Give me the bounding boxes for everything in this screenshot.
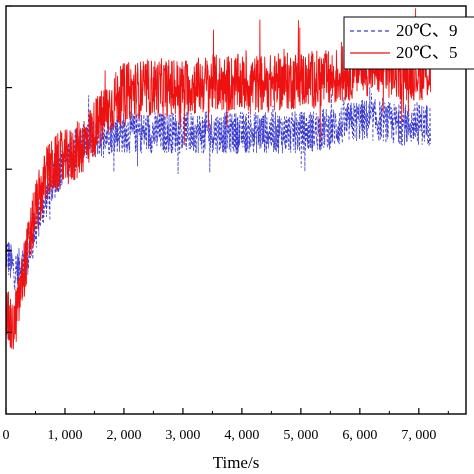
x-tick-label: 0	[3, 428, 10, 443]
x-tick-label: 4, 000	[224, 428, 259, 443]
x-tick-label: 3, 000	[165, 428, 200, 443]
legend-label: 20℃、5	[396, 43, 458, 62]
x-tick-label: 6, 000	[342, 428, 377, 443]
x-tick-label: 1, 000	[47, 428, 82, 443]
legend-label: 20℃、9	[396, 21, 458, 40]
x-tick-label: 7, 000	[401, 428, 436, 443]
legend-box	[343, 16, 474, 70]
x-tick-label: 2, 000	[106, 428, 141, 443]
x-axis-title: Time/s	[213, 453, 260, 472]
x-axis-ticks: 0 1, 000 2, 000 3, 000 4, 000 5, 000 6, 000 7, …	[3, 408, 449, 443]
legend: 20℃、9 20℃、5	[343, 16, 474, 70]
y-axis-ticks	[6, 5, 12, 333]
series-line-1	[6, 87, 431, 292]
plot-frame	[5, 5, 467, 415]
x-tick-label: 5, 000	[283, 428, 318, 443]
